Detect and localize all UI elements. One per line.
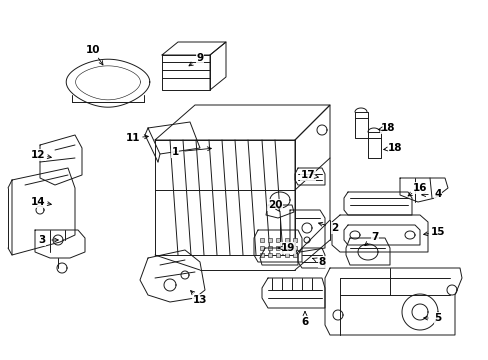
Text: 12: 12: [31, 150, 45, 160]
Text: 20: 20: [267, 200, 282, 210]
Text: 2: 2: [331, 223, 338, 233]
Text: 13: 13: [192, 295, 207, 305]
Text: 9: 9: [196, 53, 203, 63]
Text: 18: 18: [380, 123, 394, 133]
Text: 18: 18: [387, 143, 402, 153]
Text: 3: 3: [38, 235, 45, 245]
Text: 14: 14: [31, 197, 45, 207]
Text: 17: 17: [300, 170, 315, 180]
Text: 1: 1: [171, 147, 178, 157]
Text: 19: 19: [280, 243, 295, 253]
Text: 6: 6: [301, 317, 308, 327]
Text: 11: 11: [125, 133, 140, 143]
Text: 8: 8: [318, 257, 325, 267]
Text: 7: 7: [370, 232, 378, 242]
Text: 16: 16: [412, 183, 427, 193]
Text: 10: 10: [85, 45, 100, 55]
Text: 5: 5: [433, 313, 441, 323]
Text: 15: 15: [430, 227, 445, 237]
Text: 4: 4: [433, 189, 441, 199]
